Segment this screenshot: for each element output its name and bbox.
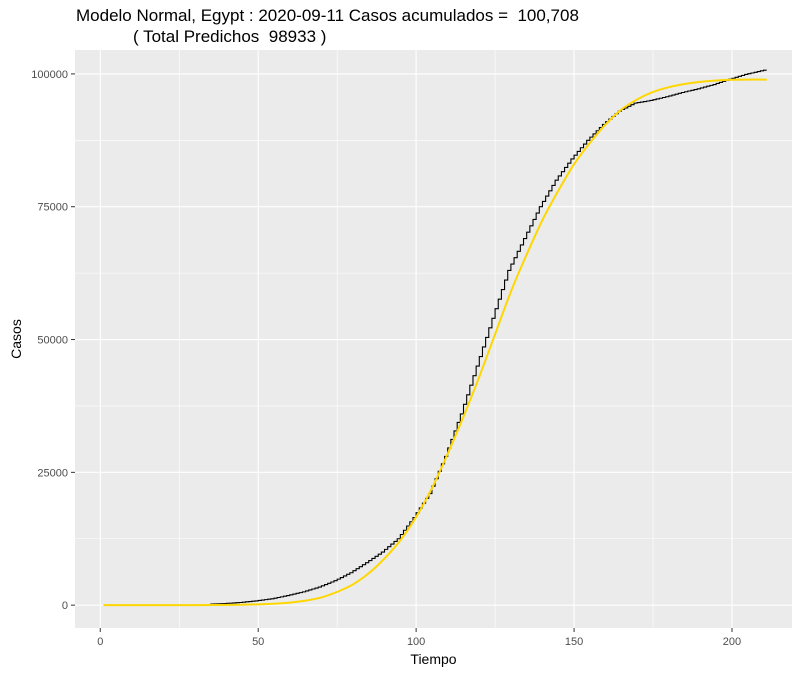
x-axis-title: Tiempo — [410, 651, 456, 667]
x-axis: 0 50 100 150 200 — [97, 628, 741, 648]
x-tick-label: 0 — [97, 636, 103, 648]
y-tick-label: 0 — [62, 600, 68, 612]
series-predicted-curve — [103, 78, 767, 607]
chart-subtitle: ( Total Predichos 98933 ) — [133, 27, 327, 46]
series-observed-step-line — [210, 69, 767, 605]
y-axis-title: Casos — [8, 319, 24, 359]
x-tick-label: 200 — [723, 636, 741, 648]
y-tick-label: 100000 — [31, 69, 68, 81]
grid-major — [75, 50, 792, 628]
y-tick-label: 75000 — [37, 202, 68, 214]
x-tick-label: 100 — [407, 636, 425, 648]
x-tick-label: 150 — [565, 636, 583, 648]
y-axis: 0 25000 50000 75000 100000 — [31, 69, 75, 612]
chart-title: Modelo Normal, Egypt : 2020-09-11 Casos … — [76, 6, 579, 25]
y-tick-label: 25000 — [37, 467, 68, 479]
series-layer — [103, 69, 767, 607]
y-tick-label: 50000 — [37, 335, 68, 347]
x-tick-label: 50 — [252, 636, 264, 648]
